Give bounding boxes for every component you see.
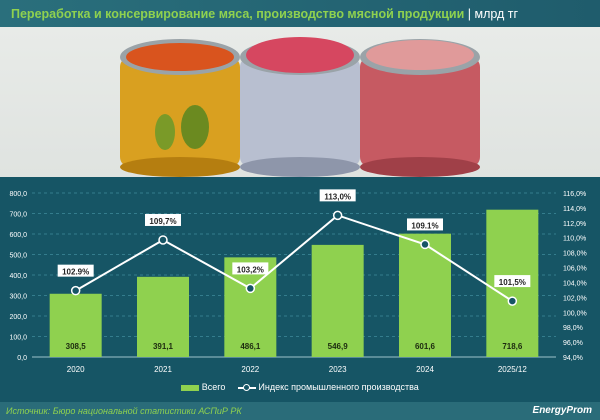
right-tick-label: 100,0% [563, 310, 587, 317]
right-tick-label: 96,0% [563, 340, 583, 347]
chart-title: Переработка и консервирование мяса, прои… [11, 7, 518, 21]
left-tick-label: 400,0 [9, 273, 27, 280]
bar-2021 [137, 276, 189, 357]
index-label-box [57, 264, 94, 277]
index-point [70, 285, 81, 296]
index-point [245, 283, 256, 294]
right-tick-label: 104,0% [563, 280, 587, 287]
x-tick-label: 2025/12 [498, 365, 527, 374]
right-tick-label: 110,0% [563, 236, 586, 243]
bar-value-label: 718,6 [502, 342, 523, 351]
chart-area: 0,0 100,0 200,0 300,0 400,0 500,0 600,0 700,0 80… [9, 189, 587, 374]
legend-bar-swatch [181, 384, 200, 391]
left-tick-label: 600,0 [9, 232, 27, 239]
bar-value-label: 601,6 [415, 342, 436, 351]
title-bar: Переработка и консервирование мяса, прои… [0, 0, 600, 27]
bar-2024 [399, 233, 451, 357]
left-tick-label: 800,0 [9, 191, 27, 198]
can-ham-icon [240, 37, 360, 177]
right-tick-label: 116,0% [563, 191, 586, 198]
energyprom-logo: EnergyProm [532, 405, 592, 416]
legend-line-label: Индекс промышленного производства [258, 382, 419, 392]
x-tick-label: 2023 [329, 365, 347, 374]
x-tick-label: 2024 [416, 365, 434, 374]
left-tick-label: 0,0 [17, 355, 27, 362]
index-point [507, 296, 518, 306]
index-point [420, 239, 430, 250]
index-label-box [145, 213, 181, 226]
bar-value-label: 486,1 [240, 342, 261, 351]
left-tick-label: 500,0 [9, 253, 27, 260]
bar-value-label: 546,9 [328, 342, 349, 351]
index-value-label: 113,0% [324, 192, 351, 201]
title-text: Переработка и консервирование мяса, прои… [11, 7, 465, 21]
can-meat-icon [360, 39, 480, 177]
index-label-box [232, 262, 269, 275]
source-note: Источник: Бюро национальной статистики А… [6, 406, 242, 416]
bar-2023 [311, 244, 364, 357]
index-value-label: 101,5% [499, 278, 526, 287]
x-tick-label: 2022 [241, 365, 259, 374]
bar-value-label: 391,1 [153, 342, 174, 351]
right-tick-label: 112,0% [563, 221, 586, 228]
legend-bar-label: Всего [201, 382, 226, 392]
index-value-label: 102.9% [62, 268, 89, 277]
left-tick-label: 100,0 [9, 335, 27, 342]
index-label-box [494, 275, 531, 288]
left-tick-label: 700,0 [9, 212, 27, 219]
footer: Источник: Бюро национальной статистики А… [0, 402, 600, 420]
index-point [158, 235, 168, 245]
index-label-box [319, 189, 356, 202]
legend-line-swatch [237, 383, 256, 391]
canned-meat-illustration [0, 27, 600, 177]
index-value-label: 103,2% [237, 265, 264, 274]
bar-2020 [49, 293, 102, 357]
right-tick-label: 94,0% [563, 355, 583, 362]
bar-value-label: 308,5 [66, 342, 87, 351]
right-tick-label: 114,0% [563, 206, 586, 213]
right-tick-label: 106,0% [563, 266, 587, 273]
left-tick-label: 300,0 [9, 294, 27, 301]
left-tick-label: 200,0 [9, 314, 27, 321]
x-tick-label: 2020 [67, 365, 85, 374]
right-tick-label: 98,0% [563, 325, 583, 332]
index-label-box [407, 218, 443, 231]
index-value-label: 109.1% [411, 221, 438, 230]
x-tick-label: 2021 [154, 365, 172, 374]
index-value-label: 109,7% [149, 217, 176, 226]
right-tick-label: 108,0% [563, 251, 587, 258]
index-line [75, 214, 513, 302]
unit-label: | млрд тг [467, 7, 519, 21]
can-vegetables-icon [120, 39, 240, 177]
right-tick-label: 102,0% [563, 295, 587, 302]
legend: Всего Индекс промышленного производства [0, 382, 600, 392]
index-point [332, 210, 343, 221]
